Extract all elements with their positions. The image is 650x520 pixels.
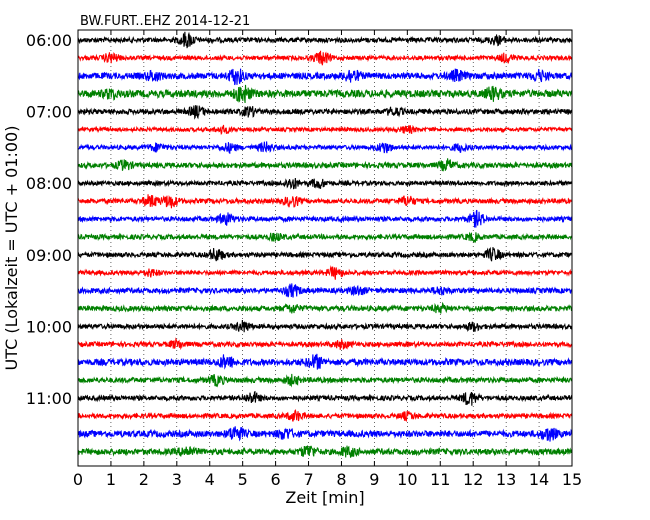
trace-1015 bbox=[77, 337, 573, 351]
trace-group bbox=[77, 31, 573, 458]
trace-0945 bbox=[77, 301, 573, 314]
y-tick-label-0700: 07:00 bbox=[26, 103, 72, 122]
trace-0900 bbox=[77, 246, 573, 262]
x-tick-label-1: 1 bbox=[106, 470, 116, 489]
y-axis-title: UTC (Lokalzeit = UTC + 01:00) bbox=[2, 126, 21, 371]
trace-1130 bbox=[77, 426, 573, 442]
trace-1115 bbox=[77, 409, 573, 422]
x-tick-label-4: 4 bbox=[205, 470, 215, 489]
trace-0700 bbox=[77, 105, 573, 120]
trace-0930 bbox=[77, 283, 573, 298]
y-tick-label-0900: 09:00 bbox=[26, 246, 72, 265]
trace-0630 bbox=[77, 68, 573, 86]
x-tick-label-15: 15 bbox=[562, 470, 582, 489]
y-tick-label-1100: 11:00 bbox=[26, 389, 72, 408]
x-axis-title: Zeit [min] bbox=[285, 488, 364, 507]
x-tick-label-0: 0 bbox=[73, 470, 83, 489]
trace-1145 bbox=[77, 445, 573, 458]
y-tick-label-0600: 06:00 bbox=[26, 31, 72, 50]
vertical-grid bbox=[110, 30, 540, 466]
x-tick-label-10: 10 bbox=[397, 470, 417, 489]
plot-area-frame bbox=[77, 29, 573, 467]
trace-1000 bbox=[77, 319, 573, 333]
trace-0645 bbox=[77, 84, 573, 104]
x-tick-label-2: 2 bbox=[139, 470, 149, 489]
y-axis: 06:00 07:00 08:00 09:00 10:00 11:00 bbox=[26, 31, 572, 408]
x-tick-label-9: 9 bbox=[369, 470, 379, 489]
trace-0745 bbox=[77, 158, 573, 172]
trace-0615 bbox=[77, 50, 573, 66]
trace-0915 bbox=[77, 265, 573, 280]
trace-1100 bbox=[77, 390, 573, 406]
trace-0830 bbox=[77, 209, 573, 228]
x-axis: 0 1 2 3 4 5 6 7 8 9 10 11 12 13 14 15 bbox=[73, 30, 582, 489]
trace-0600 bbox=[77, 31, 573, 49]
x-tick-label-3: 3 bbox=[172, 470, 182, 489]
trace-0845 bbox=[77, 231, 573, 244]
trace-0800 bbox=[77, 177, 573, 190]
chart-title: BW.FURT..EHZ 2014-12-21 bbox=[80, 14, 250, 29]
trace-0715 bbox=[77, 124, 573, 136]
trace-0815 bbox=[77, 194, 573, 209]
y-tick-label-0800: 08:00 bbox=[26, 174, 72, 193]
trace-1030 bbox=[77, 353, 573, 370]
x-tick-label-11: 11 bbox=[430, 470, 450, 489]
y-tick-label-1000: 10:00 bbox=[26, 317, 72, 336]
x-tick-label-6: 6 bbox=[271, 470, 281, 489]
x-tick-label-7: 7 bbox=[303, 470, 313, 489]
x-tick-label-13: 13 bbox=[496, 470, 516, 489]
x-tick-label-8: 8 bbox=[336, 470, 346, 489]
trace-0730 bbox=[77, 141, 573, 154]
trace-1045 bbox=[77, 373, 573, 388]
x-tick-label-12: 12 bbox=[463, 470, 483, 489]
x-tick-label-14: 14 bbox=[529, 470, 549, 489]
x-tick-label-5: 5 bbox=[238, 470, 248, 489]
